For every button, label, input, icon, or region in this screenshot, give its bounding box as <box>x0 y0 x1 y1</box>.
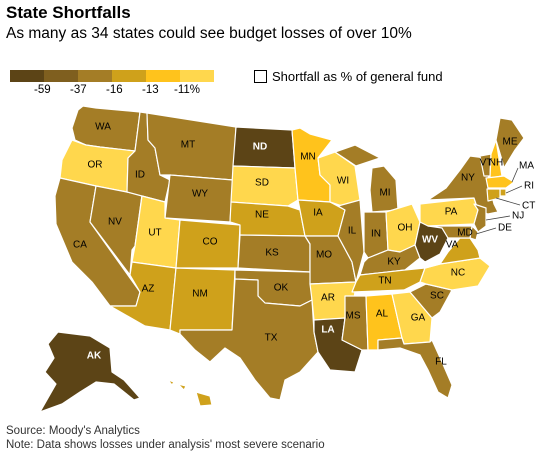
state-label: NM <box>192 289 208 300</box>
state-label: NE <box>255 210 269 221</box>
legend-label: -11% <box>174 84 200 96</box>
state-label: TX <box>265 333 278 344</box>
leader-line <box>495 197 521 206</box>
legend-swatch <box>146 70 180 82</box>
state-label: VT <box>480 158 493 169</box>
leader-line <box>485 215 511 221</box>
state-label: OK <box>274 283 289 294</box>
source-note: Source: Moody's Analytics <box>6 425 140 437</box>
state-label: KY <box>387 257 401 268</box>
state-label: KS <box>265 248 279 259</box>
state-label: MD <box>457 228 473 239</box>
state-me[interactable] <box>495 117 525 169</box>
legend-label: -13 <box>142 84 159 96</box>
leader-line <box>511 167 519 183</box>
state-label: CA <box>73 240 87 251</box>
state-label: RI <box>524 181 534 192</box>
state-label: NJ <box>512 211 524 222</box>
page-title: State Shortfalls <box>6 3 131 22</box>
state-ak[interactable] <box>39 331 141 413</box>
state-label: IA <box>313 208 323 219</box>
state-nm[interactable] <box>169 267 236 335</box>
leader-line <box>505 185 523 194</box>
state-label: FL <box>435 357 447 368</box>
state-label: AR <box>321 293 335 304</box>
legend-swatch <box>112 70 146 82</box>
legend-label: -37 <box>70 84 87 96</box>
state-sc[interactable] <box>409 283 453 319</box>
state-hi[interactable] <box>167 379 213 407</box>
legend-swatch <box>44 70 78 82</box>
state-id[interactable] <box>126 111 171 203</box>
state-label: WI <box>337 176 349 187</box>
state-label: VA <box>446 240 459 251</box>
state-ri[interactable] <box>499 188 507 197</box>
state-label: MI <box>379 188 390 199</box>
legend-labels: -59 -37 -16 -13 -11% <box>10 84 240 98</box>
state-label: NV <box>108 217 122 228</box>
shortfall-toggle-label: Shortfall as % of general fund <box>272 69 443 84</box>
leader-line <box>475 227 497 235</box>
state-il[interactable] <box>337 199 365 283</box>
state-label: IL <box>348 226 357 237</box>
state-label: NH <box>489 158 503 169</box>
state-ct[interactable] <box>486 188 501 202</box>
state-label: AZ <box>142 284 155 295</box>
state-label: ND <box>253 142 267 153</box>
state-label: OR <box>88 160 103 171</box>
color-legend <box>10 70 214 82</box>
state-label: SD <box>255 178 269 189</box>
shortfall-toggle[interactable]: Shortfall as % of general fund <box>254 69 443 84</box>
page-subtitle: As many as 34 states could see budget lo… <box>6 25 412 42</box>
state-label: NY <box>461 173 475 184</box>
state-label: MT <box>181 140 195 151</box>
state-label: MO <box>316 250 332 261</box>
state-label: IN <box>371 229 381 240</box>
state-label: TN <box>378 276 391 287</box>
state-label: PA <box>445 207 458 218</box>
state-label: WV <box>422 235 438 246</box>
state-sd[interactable] <box>230 165 299 207</box>
state-label: WA <box>95 122 111 133</box>
state-ma[interactable] <box>485 175 515 189</box>
state-label: LA <box>321 325 334 336</box>
state-ms[interactable] <box>341 295 369 351</box>
state-label: ME <box>503 137 518 148</box>
state-label: CT <box>522 201 535 212</box>
state-label: MN <box>300 152 316 163</box>
legend-swatch <box>180 70 214 82</box>
state-labels: WA OR CA NV ID MT WY UT AZ CO NM ND SD N… <box>73 122 518 368</box>
state-fl[interactable] <box>377 337 453 399</box>
footnote: Note: Data shows losses under analysis' … <box>6 439 325 451</box>
legend-swatch <box>78 70 112 82</box>
state-label: MS <box>346 311 361 322</box>
state-label: ID <box>135 170 145 181</box>
state-label: OH <box>398 223 413 234</box>
legend-label: -16 <box>106 84 123 96</box>
state-label: CO <box>203 237 218 248</box>
state-label: GA <box>411 313 426 324</box>
shortfall-checkbox[interactable] <box>254 70 267 83</box>
state-label: AK <box>87 351 102 362</box>
state-label: WY <box>192 189 208 200</box>
state-label: UT <box>148 228 161 239</box>
leader-lines <box>475 167 523 235</box>
state-label: DE <box>498 223 512 234</box>
external-state-labels: MA RI CT NJ DE <box>498 161 535 234</box>
state-label: MA <box>519 161 534 172</box>
legend-swatch <box>10 70 44 82</box>
state-md[interactable] <box>427 225 473 239</box>
state-label: AL <box>376 309 389 320</box>
state-label: NC <box>451 268 465 279</box>
state-tx[interactable] <box>179 278 319 401</box>
legend-label: -59 <box>34 84 51 96</box>
state-label: SC <box>430 291 444 302</box>
